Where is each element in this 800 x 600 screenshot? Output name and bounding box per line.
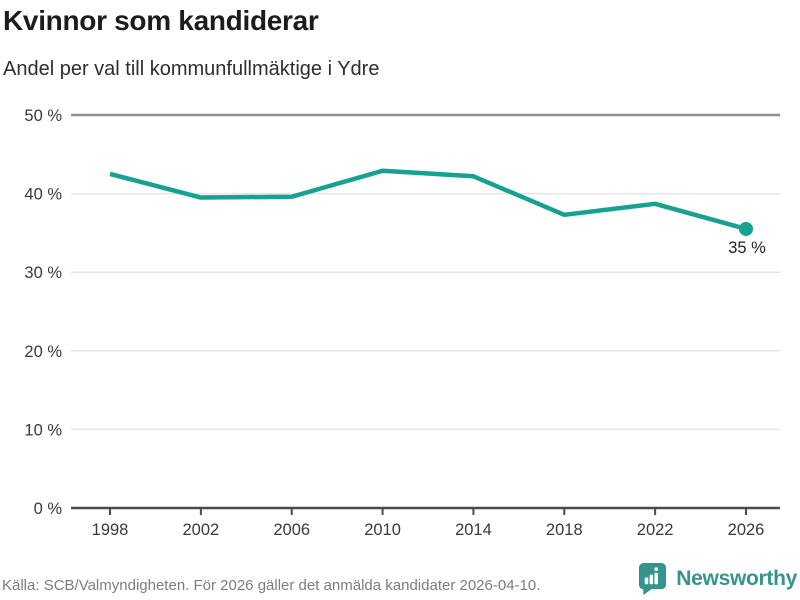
x-tick-label: 2014 [455, 521, 492, 539]
speech-bubble-bar-chart-icon [639, 563, 667, 596]
y-tick-label: 40 % [24, 186, 62, 204]
trend-line [109, 168, 747, 232]
x-tick-label: 2022 [637, 521, 674, 539]
newsworthy-logo-text: Newsworthy [676, 567, 797, 590]
source-note: Källa: SCB/Valmyndigheten. För 2026 gäll… [2, 577, 541, 594]
y-tick-label: 20 % [24, 343, 62, 361]
x-tick-label: 2026 [728, 521, 765, 539]
last-point-marker [739, 221, 753, 236]
y-tick-label: 10 % [24, 421, 62, 439]
x-tick-label: 2002 [182, 521, 219, 539]
x-tick-label: 2018 [546, 521, 583, 539]
page-title: Kvinnor som kandiderar [3, 5, 319, 36]
x-tick-label: 1998 [92, 521, 129, 539]
x-tick-label: 2006 [273, 521, 310, 539]
chart-subtitle: Andel per val till kommunfullmäktige i Y… [3, 58, 380, 80]
y-tick-label: 50 % [24, 107, 62, 125]
last-point-label: 35 % [728, 239, 766, 257]
y-tick-label: 0 % [34, 500, 63, 518]
newsworthy-logo[interactable]: Newsworthy [637, 560, 797, 598]
x-tick-label: 2010 [364, 521, 401, 539]
y-tick-label: 30 % [24, 264, 62, 282]
